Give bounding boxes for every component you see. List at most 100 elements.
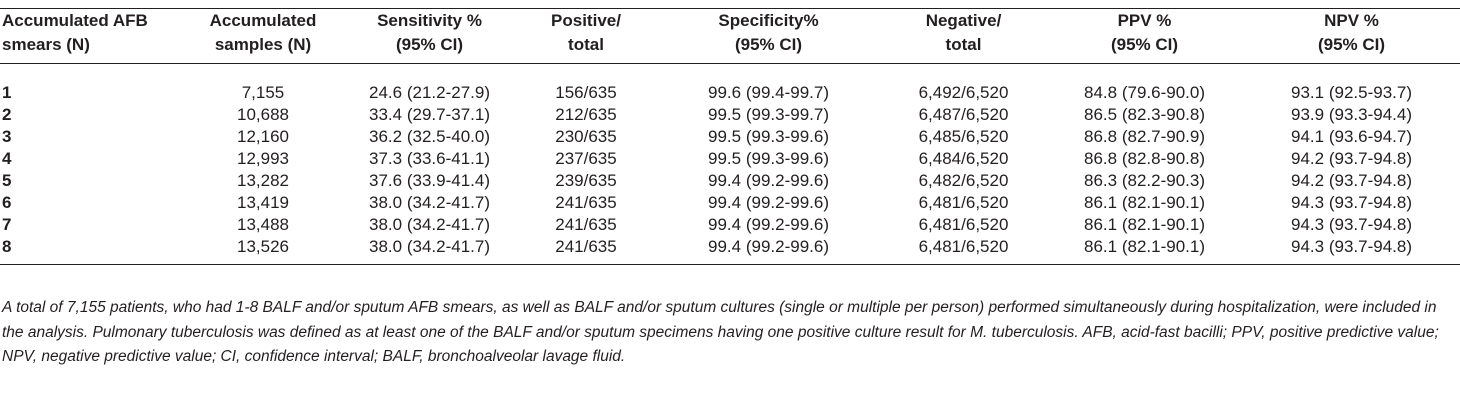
table-row: 3 12,160 36.2 (32.5-40.0) 230/635 99.5 (99.3… bbox=[0, 126, 1460, 148]
specificity-cell: 99.5 (99.3-99.6) bbox=[708, 127, 829, 146]
ppv-cell: 84.8 (79.6-90.0) bbox=[1084, 83, 1205, 102]
table-row: 1 7,155 24.6 (21.2-27.9) 156/635 99.6 (99.4-… bbox=[0, 64, 1460, 105]
npv-cell: 94.1 (93.6-94.7) bbox=[1291, 127, 1412, 146]
ppv-cell: 86.5 (82.3-90.8) bbox=[1084, 105, 1205, 124]
npv-cell: 94.3 (93.7-94.8) bbox=[1291, 215, 1412, 234]
samples-cell: 12,160 bbox=[237, 127, 289, 146]
npv-cell: 94.2 (93.7-94.8) bbox=[1291, 171, 1412, 190]
sensitivity-cell: 37.6 (33.9-41.4) bbox=[369, 171, 490, 190]
negative-total-cell: 6,492/6,520 bbox=[918, 83, 1009, 102]
ppv-cell: 86.1 (82.1-90.1) bbox=[1046, 236, 1243, 265]
npv-cell: 94.3 (93.7-94.8) bbox=[1243, 236, 1460, 265]
header-line: Specificity% bbox=[718, 11, 819, 30]
positive-total-cell: 239/635 bbox=[555, 171, 617, 190]
column-header-negative-total: Negative/ total bbox=[881, 8, 1046, 64]
smears-cell: 8 bbox=[0, 236, 183, 265]
header-line: Negative/ bbox=[925, 11, 1002, 30]
specificity-cell: 99.6 (99.4-99.7) bbox=[708, 83, 829, 102]
table-row: 8 13,526 38.0 (34.2-41.7) 241/635 99.4 (99.2… bbox=[0, 236, 1460, 265]
header-line: total bbox=[945, 35, 982, 54]
sensitivity-cell: 24.6 (21.2-27.9) bbox=[369, 83, 490, 102]
negative-total-cell: 6,482/6,520 bbox=[918, 171, 1009, 190]
positive-total-cell: 241/635 bbox=[516, 236, 656, 265]
smears-cell: 7 bbox=[2, 215, 12, 234]
specificity-cell: 99.4 (99.2-99.6) bbox=[708, 215, 829, 234]
header-line: (95% CI) bbox=[1317, 35, 1386, 54]
positive-total-cell: 156/635 bbox=[555, 83, 617, 102]
sensitivity-cell: 38.0 (34.2-41.7) bbox=[369, 193, 490, 212]
specificity-cell: 99.4 (99.2-99.6) bbox=[708, 193, 829, 212]
header-line: (95% CI) bbox=[734, 35, 803, 54]
ppv-cell: 86.1 (82.1-90.1) bbox=[1084, 215, 1205, 234]
header-line: (95% CI) bbox=[1110, 35, 1179, 54]
positive-total-cell: 237/635 bbox=[555, 149, 617, 168]
sensitivity-cell: 38.0 (34.2-41.7) bbox=[343, 236, 516, 265]
samples-cell: 13,419 bbox=[237, 193, 289, 212]
sensitivity-cell: 37.3 (33.6-41.1) bbox=[369, 149, 490, 168]
smears-cell: 1 bbox=[2, 83, 12, 102]
header-line: (95% CI) bbox=[395, 35, 464, 54]
header-line: samples (N) bbox=[214, 35, 312, 54]
npv-cell: 93.1 (92.5-93.7) bbox=[1291, 83, 1412, 102]
negative-total-cell: 6,481/6,520 bbox=[918, 215, 1009, 234]
npv-cell: 93.9 (93.3-94.4) bbox=[1291, 105, 1412, 124]
table-row: 6 13,419 38.0 (34.2-41.7) 241/635 99.4 (99.2… bbox=[0, 192, 1460, 214]
smears-cell: 4 bbox=[2, 149, 12, 168]
positive-total-cell: 230/635 bbox=[555, 127, 617, 146]
column-header-specificity: Specificity% (95% CI) bbox=[656, 8, 881, 64]
smears-cell: 6 bbox=[2, 193, 12, 212]
column-header-sensitivity: Sensitivity % (95% CI) bbox=[343, 8, 516, 64]
specificity-cell: 99.5 (99.3-99.6) bbox=[708, 149, 829, 168]
smears-cell: 5 bbox=[2, 171, 12, 190]
smears-cell: 2 bbox=[2, 105, 12, 124]
specificity-cell: 99.5 (99.3-99.7) bbox=[708, 105, 829, 124]
positive-total-cell: 212/635 bbox=[555, 105, 617, 124]
specificity-cell: 99.4 (99.2-99.6) bbox=[708, 171, 829, 190]
samples-cell: 13,282 bbox=[237, 171, 289, 190]
header-row: Accumulated AFB smears (N) Accumulated s… bbox=[0, 8, 1460, 64]
column-header-ppv: PPV % (95% CI) bbox=[1046, 8, 1243, 64]
negative-total-cell: 6,481/6,520 bbox=[881, 236, 1046, 265]
header-line: PPV % bbox=[1117, 11, 1172, 30]
negative-total-cell: 6,485/6,520 bbox=[918, 127, 1009, 146]
sensitivity-cell: 36.2 (32.5-40.0) bbox=[369, 127, 490, 146]
samples-cell: 13,526 bbox=[183, 236, 343, 265]
table-row: 2 10,688 33.4 (29.7-37.1) 212/635 99.5 (99.3… bbox=[0, 104, 1460, 126]
negative-total-cell: 6,484/6,520 bbox=[918, 149, 1009, 168]
npv-cell: 94.3 (93.7-94.8) bbox=[1291, 193, 1412, 212]
header-line: NPV % bbox=[1324, 11, 1379, 30]
header-line: smears (N) bbox=[2, 35, 90, 54]
samples-cell: 10,688 bbox=[237, 105, 289, 124]
negative-total-cell: 6,481/6,520 bbox=[918, 193, 1009, 212]
header-line: Accumulated AFB bbox=[2, 11, 148, 30]
header-line: Accumulated bbox=[209, 11, 317, 30]
table-footnote: A total of 7,155 patients, who had 1-8 B… bbox=[2, 299, 1439, 365]
samples-cell: 13,488 bbox=[237, 215, 289, 234]
table-row: 7 13,488 38.0 (34.2-41.7) 241/635 99.4 (99.2… bbox=[0, 214, 1460, 236]
positive-total-cell: 241/635 bbox=[555, 193, 617, 212]
negative-total-cell: 6,487/6,520 bbox=[918, 105, 1009, 124]
ppv-cell: 86.8 (82.8-90.8) bbox=[1084, 149, 1205, 168]
column-header-npv: NPV % (95% CI) bbox=[1243, 8, 1460, 64]
table-row: 4 12,993 37.3 (33.6-41.1) 237/635 99.5 (99.3… bbox=[0, 148, 1460, 170]
header-line: Positive/ bbox=[551, 11, 621, 30]
smears-cell: 3 bbox=[2, 127, 12, 146]
npv-cell: 94.2 (93.7-94.8) bbox=[1291, 149, 1412, 168]
samples-cell: 7,155 bbox=[241, 83, 285, 102]
specificity-cell: 99.4 (99.2-99.6) bbox=[656, 236, 881, 265]
column-header-smears: Accumulated AFB smears (N) bbox=[0, 8, 183, 64]
ppv-cell: 86.1 (82.1-90.1) bbox=[1084, 193, 1205, 212]
table-header: Accumulated AFB smears (N) Accumulated s… bbox=[0, 8, 1460, 64]
samples-cell: 12,993 bbox=[237, 149, 289, 168]
ppv-cell: 86.8 (82.7-90.9) bbox=[1084, 127, 1205, 146]
header-line: Sensitivity % bbox=[377, 11, 482, 30]
column-header-positive-total: Positive/ total bbox=[516, 8, 656, 64]
ppv-cell: 86.3 (82.2-90.3) bbox=[1084, 171, 1205, 190]
table-body: 1 7,155 24.6 (21.2-27.9) 156/635 99.6 (99.4-… bbox=[0, 64, 1460, 265]
column-header-samples: Accumulated samples (N) bbox=[183, 8, 343, 64]
sensitivity-cell: 38.0 (34.2-41.7) bbox=[369, 215, 490, 234]
table-row: 5 13,282 37.6 (33.9-41.4) 239/635 99.4 (99.2… bbox=[0, 170, 1460, 192]
results-table: Accumulated AFB smears (N) Accumulated s… bbox=[0, 8, 1460, 265]
sensitivity-cell: 33.4 (29.7-37.1) bbox=[369, 105, 490, 124]
